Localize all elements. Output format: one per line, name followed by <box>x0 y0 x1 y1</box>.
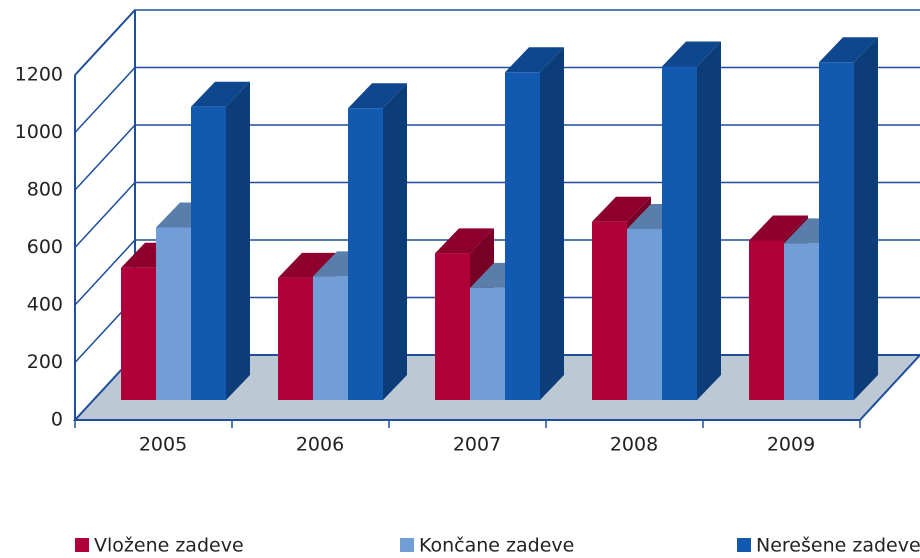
bar-face <box>540 47 564 400</box>
x-tick-label: 2007 <box>453 434 501 456</box>
grid-line <box>74 124 920 191</box>
bar <box>348 83 407 400</box>
bar-face <box>697 41 721 400</box>
bar-face <box>226 81 250 400</box>
bar-face <box>156 227 191 400</box>
legend-label: Končane zadeve <box>419 535 574 557</box>
bar-face <box>278 252 337 278</box>
grid-line <box>74 66 920 134</box>
y-tick-label: 0 <box>51 409 63 431</box>
bar-face <box>348 108 383 400</box>
bar-face <box>662 66 697 400</box>
bar-face <box>348 83 407 109</box>
x-tick-label: 2006 <box>296 434 344 456</box>
bar <box>662 41 721 400</box>
bar-face <box>592 196 651 222</box>
y-tick-label: 1200 <box>15 64 63 86</box>
bar-face <box>505 47 564 73</box>
legend-swatch <box>400 538 414 552</box>
y-tick-label: 1000 <box>15 121 63 143</box>
legend-swatch <box>737 538 751 552</box>
bar <box>819 37 878 400</box>
x-tick-label: 2008 <box>610 434 658 456</box>
x-tick-label: 2005 <box>139 434 187 456</box>
bar-face <box>592 221 627 400</box>
bar-face <box>749 240 784 400</box>
x-tick-label: 2009 <box>767 434 815 456</box>
bar-face <box>383 83 407 400</box>
bar-face <box>627 228 662 400</box>
bar-face <box>191 106 226 400</box>
y-tick-label: 800 <box>27 179 63 201</box>
grid-line <box>74 181 920 249</box>
grid-line <box>74 9 920 76</box>
legend-swatch <box>75 538 89 552</box>
bar-face <box>854 37 878 400</box>
bar <box>191 81 250 400</box>
bar-face <box>313 276 348 400</box>
bar-face <box>435 253 470 400</box>
bar-face <box>121 267 156 400</box>
bar-face <box>749 215 808 241</box>
bar-face <box>819 62 854 400</box>
legend-label: Nerešene zadeve <box>756 535 920 557</box>
y-tick-label: 600 <box>27 236 63 258</box>
bar <box>505 47 564 400</box>
bar-face <box>819 37 878 63</box>
bar-face <box>435 228 494 254</box>
y-tick-label: 400 <box>27 294 63 316</box>
bar-face <box>784 243 819 400</box>
legend-label: Vložene zadeve <box>94 535 244 557</box>
bar-face <box>470 287 505 400</box>
bar-face <box>278 277 313 400</box>
bar-face <box>662 41 721 67</box>
bar-face <box>191 81 250 107</box>
y-tick-label: 200 <box>27 351 63 373</box>
bar-face <box>505 72 540 400</box>
